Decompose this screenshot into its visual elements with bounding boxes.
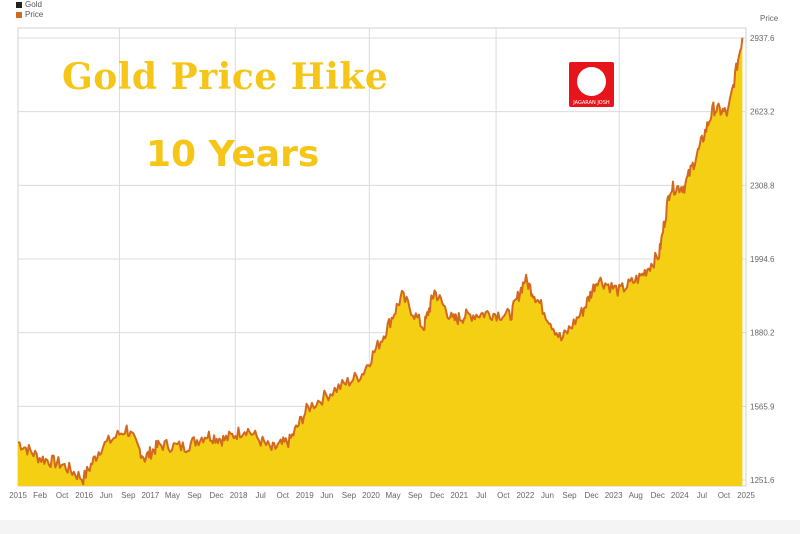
y-tick-label: 2308.8 — [750, 181, 775, 190]
x-tick-label: May — [385, 491, 400, 500]
logo-circle-icon — [577, 67, 606, 96]
x-tick-label: Sep — [187, 491, 202, 500]
chart-subtitle: 10 Years — [146, 134, 320, 175]
x-tick-label: 2023 — [605, 491, 623, 500]
legend-label: Gold — [25, 0, 42, 9]
x-tick-label: Dec — [430, 491, 444, 500]
x-tick-label: Oct — [497, 491, 510, 500]
y-tick-label: 1994.6 — [750, 255, 775, 264]
x-tick-label: Oct — [718, 491, 731, 500]
x-tick-label: 2025 — [737, 491, 755, 500]
legend-swatch — [16, 12, 22, 18]
x-tick-label: Oct — [56, 491, 69, 500]
x-tick-label: Jul — [256, 491, 266, 500]
x-tick-label: 2019 — [296, 491, 314, 500]
x-tick-label: Oct — [277, 491, 290, 500]
x-tick-label: Jun — [541, 491, 554, 500]
chart-container: 1251.6 1565.9 1880.2 1994.6 2308.8 2623.2 2937… — [0, 0, 800, 520]
legend-label: Price — [25, 10, 44, 19]
x-tick-label: Aug — [629, 491, 643, 500]
legend-item-gold: Gold — [16, 0, 43, 10]
price-area — [18, 37, 743, 486]
x-tick-label: Sep — [562, 491, 577, 500]
chart-svg: 1251.6 1565.9 1880.2 1994.6 2308.8 2623.2 2937… — [9, 27, 775, 500]
x-tick-label: Dec — [209, 491, 223, 500]
x-tick-label: 2016 — [75, 491, 93, 500]
x-tick-label: Sep — [342, 491, 357, 500]
y-tick-label: 2937.6 — [750, 34, 775, 43]
y-axis-unit: Price — [760, 14, 779, 23]
x-tick-label: Jun — [320, 491, 333, 500]
legend-item-price: Price — [16, 10, 43, 20]
x-tick-label: 2015 — [9, 491, 27, 500]
jagaran-josh-logo: JAGARAN JOSH — [569, 62, 614, 107]
x-tick-label: Jul — [697, 491, 707, 500]
legend: Gold Price — [16, 0, 43, 20]
x-tick-label: 2021 — [450, 491, 468, 500]
x-tick-label: Feb — [33, 491, 47, 500]
price-line — [17, 37, 744, 486]
x-tick-label: May — [165, 491, 180, 500]
x-tick-label: 2022 — [516, 491, 534, 500]
chart-title: Gold Price Hike — [62, 56, 389, 98]
x-tick-label: Sep — [408, 491, 423, 500]
y-tick-label: 1251.6 — [750, 476, 775, 485]
x-tick-label: 2020 — [362, 491, 380, 500]
x-tick-label: Dec — [651, 491, 665, 500]
legend-swatch — [16, 2, 22, 8]
y-tick-label: 2623.2 — [750, 108, 775, 117]
x-tick-label: 2018 — [230, 491, 248, 500]
x-tick-label: Dec — [584, 491, 598, 500]
x-tick-label: Sep — [121, 491, 136, 500]
x-tick-label: Jun — [100, 491, 113, 500]
x-tick-label: 2024 — [671, 491, 689, 500]
x-tick-label: Jul — [476, 491, 486, 500]
y-tick-label: 1880.2 — [750, 329, 775, 338]
x-tick-label: 2017 — [141, 491, 159, 500]
y-tick-label: 1565.9 — [750, 402, 775, 411]
